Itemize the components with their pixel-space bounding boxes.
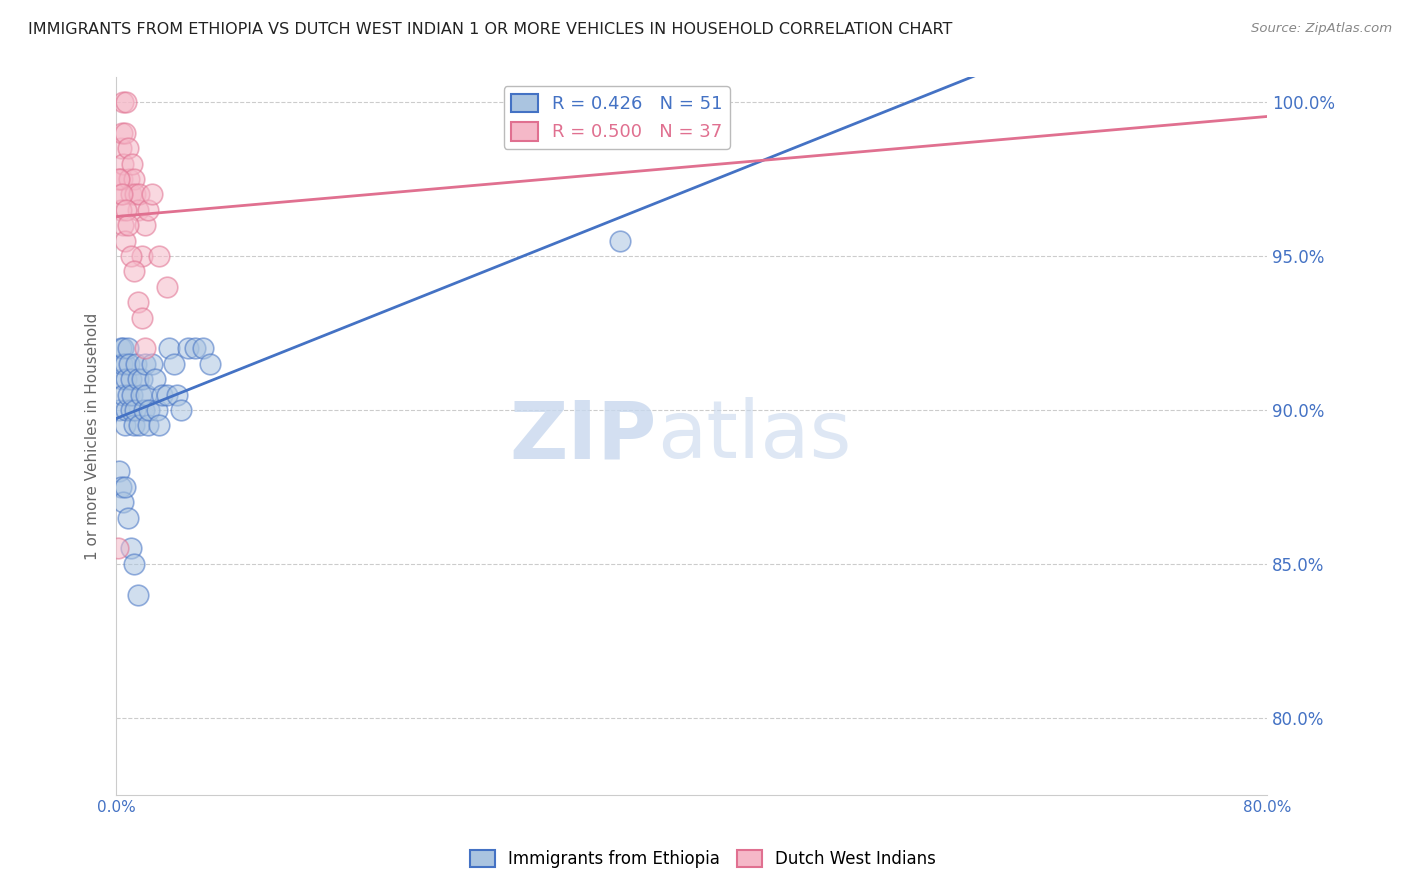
Point (117, 387, 139, 401)
Point (122, 264, 145, 278)
Point (135, 387, 157, 401)
Legend: R = 0.426   N = 51, R = 0.500   N = 37: R = 0.426 N = 51, R = 0.500 N = 37 (503, 87, 730, 149)
Point (115, 202, 138, 217)
Point (110, 141, 132, 155)
Point (122, 557, 145, 571)
Point (107, 541, 129, 556)
Point (159, 342, 181, 356)
Point (156, 387, 179, 401)
Point (131, 310, 153, 325)
Point (117, 218, 139, 232)
Point (131, 372, 153, 386)
Point (117, 510, 139, 524)
Point (112, 156, 135, 170)
Point (148, 418, 170, 433)
Point (177, 342, 200, 356)
Point (191, 342, 214, 356)
Point (125, 357, 148, 371)
Point (124, 403, 146, 417)
Point (114, 418, 136, 433)
Legend: Immigrants from Ethiopia, Dutch West Indians: Immigrants from Ethiopia, Dutch West Ind… (464, 843, 942, 875)
Point (110, 342, 132, 356)
Point (128, 187, 150, 202)
Point (120, 541, 142, 556)
Text: Source: ZipAtlas.com: Source: ZipAtlas.com (1251, 22, 1392, 36)
Point (120, 187, 142, 202)
Point (124, 187, 146, 202)
Point (127, 588, 149, 602)
Point (141, 357, 163, 371)
Point (111, 172, 134, 186)
Point (115, 95, 138, 109)
Point (132, 403, 155, 417)
Y-axis label: 1 or more Vehicles in Household: 1 or more Vehicles in Household (86, 312, 100, 559)
Point (136, 418, 159, 433)
Point (120, 403, 142, 417)
Point (131, 249, 153, 263)
Point (1341, 95, 1364, 109)
Point (111, 187, 134, 202)
Point (148, 249, 170, 263)
Point (198, 357, 221, 371)
Point (166, 387, 188, 401)
Point (112, 218, 135, 232)
Point (110, 187, 132, 202)
Point (121, 156, 143, 170)
Text: ZIP: ZIP (510, 397, 657, 475)
Point (112, 342, 135, 356)
Point (111, 126, 134, 140)
Point (114, 126, 136, 140)
Point (136, 202, 159, 217)
Point (141, 187, 163, 202)
Point (115, 372, 138, 386)
Point (156, 279, 179, 293)
Point (108, 465, 131, 479)
Point (134, 357, 156, 371)
Point (110, 480, 132, 494)
Point (122, 172, 145, 186)
Point (114, 480, 136, 494)
Text: atlas: atlas (657, 397, 852, 475)
Point (184, 342, 207, 356)
Point (115, 403, 138, 417)
Point (120, 372, 142, 386)
Point (111, 372, 134, 386)
Point (114, 234, 136, 248)
Point (108, 172, 131, 186)
Point (118, 172, 141, 186)
Point (138, 403, 160, 417)
Point (145, 403, 167, 417)
Text: IMMIGRANTS FROM ETHIOPIA VS DUTCH WEST INDIAN 1 OR MORE VEHICLES IN HOUSEHOLD CO: IMMIGRANTS FROM ETHIOPIA VS DUTCH WEST I… (28, 22, 952, 37)
Point (112, 95, 135, 109)
Point (120, 249, 142, 263)
Point (143, 372, 166, 386)
Point (121, 387, 143, 401)
Point (127, 202, 149, 217)
Point (111, 357, 134, 371)
Point (110, 202, 132, 217)
Point (112, 495, 135, 509)
Point (127, 372, 149, 386)
Point (134, 342, 156, 356)
Point (108, 403, 131, 417)
Point (134, 218, 156, 232)
Point (129, 387, 152, 401)
Point (114, 357, 136, 371)
Point (170, 403, 193, 417)
Point (150, 387, 173, 401)
Point (117, 141, 139, 155)
Point (609, 234, 631, 248)
Point (118, 357, 141, 371)
Point (112, 387, 135, 401)
Point (128, 418, 150, 433)
Point (108, 172, 131, 186)
Point (163, 357, 186, 371)
Point (117, 342, 139, 356)
Point (127, 295, 149, 310)
Point (122, 418, 145, 433)
